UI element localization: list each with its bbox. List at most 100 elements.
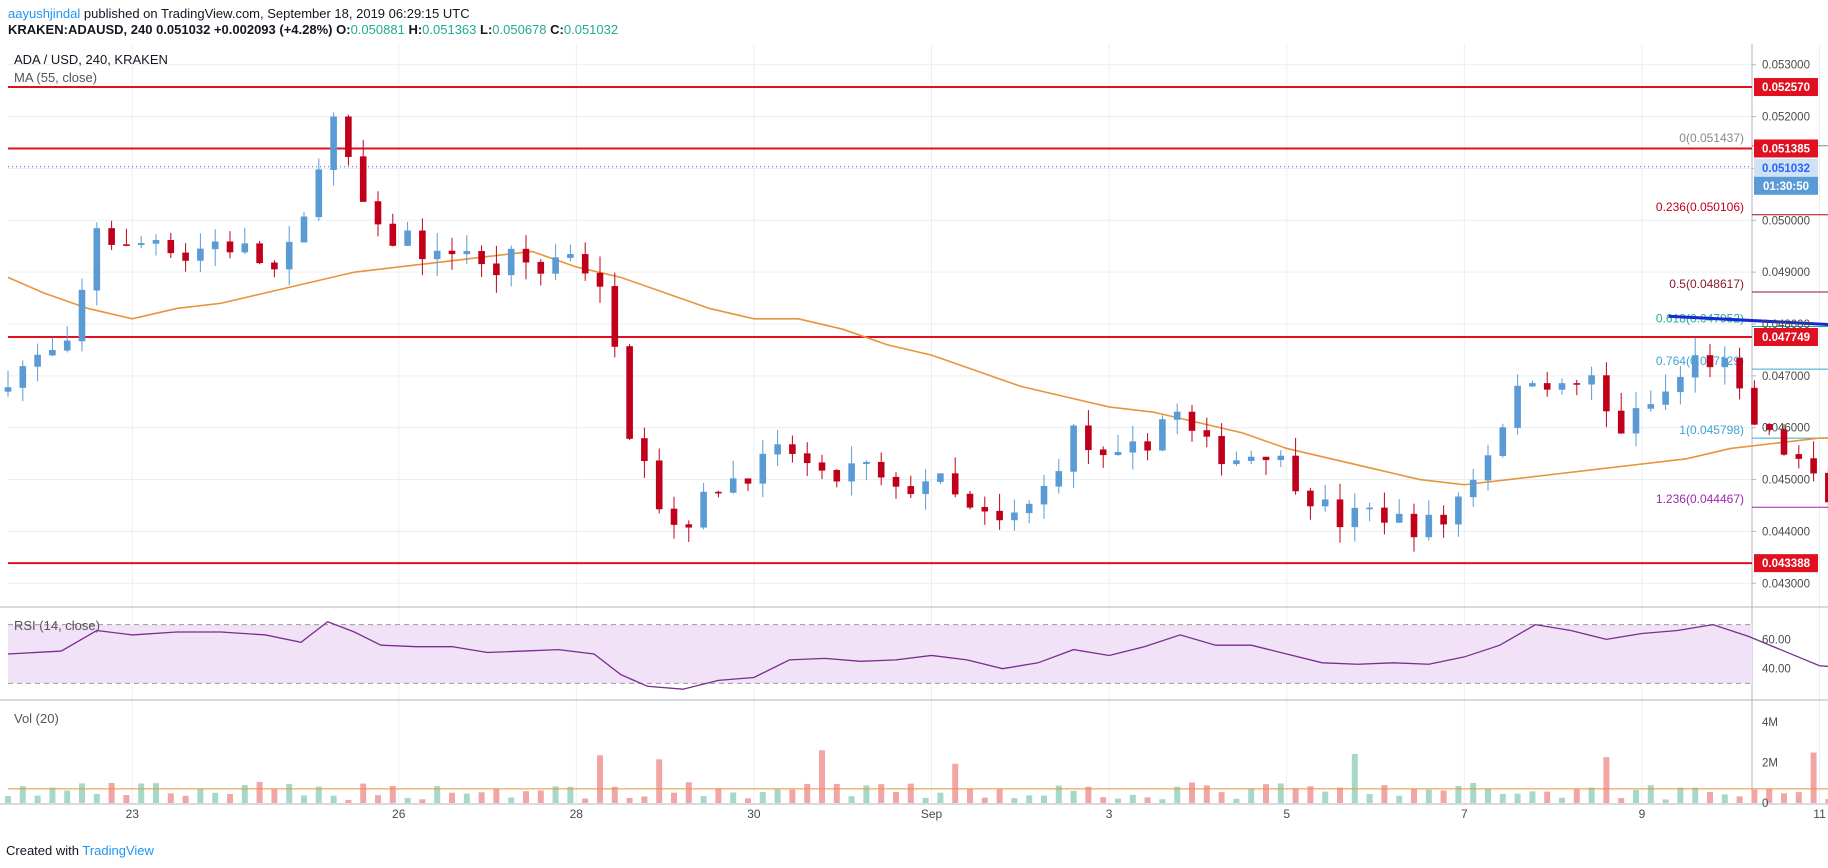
rsi-tick-label: 60.00 bbox=[1762, 634, 1791, 646]
volume-bar bbox=[1499, 793, 1506, 803]
volume-bar bbox=[1425, 789, 1432, 803]
fibonacci-retracement[interactable]: 0(0.051437) 0.236(0.050106) 0.5(0.048617) 0… bbox=[1656, 131, 1828, 508]
candle-body bbox=[774, 444, 781, 455]
volume-bar bbox=[404, 797, 411, 803]
volume-bar bbox=[863, 785, 870, 803]
resistance-levels[interactable] bbox=[8, 86, 1752, 565]
candle-body bbox=[892, 476, 900, 487]
ohlc-line: KRAKEN:ADAUSD, 240 0.051032 +0.002093 (+… bbox=[8, 22, 618, 37]
candle-body bbox=[419, 230, 426, 260]
volume-bar bbox=[79, 783, 85, 803]
candle-body bbox=[463, 251, 471, 255]
candle-body bbox=[137, 243, 145, 246]
y-tick-label: 0.053000 bbox=[1762, 60, 1810, 72]
volume-bar bbox=[937, 792, 944, 803]
candle-body bbox=[1706, 355, 1714, 368]
price-tags: 0.052570 0.051385 0.047749 0.043388 0.051032… bbox=[1754, 78, 1818, 573]
candle-body bbox=[1514, 385, 1521, 428]
time-axis[interactable]: 23262830Sep3579111316182023252729 bbox=[126, 807, 1828, 821]
volume-bar bbox=[1366, 794, 1373, 803]
candle-body bbox=[1780, 429, 1788, 455]
footer: Created with TradingView bbox=[6, 843, 154, 858]
y-tick-label: 0.043000 bbox=[1762, 578, 1810, 590]
candle-body bbox=[1469, 479, 1477, 498]
volume-bar bbox=[1159, 799, 1166, 803]
x-tick-label: 5 bbox=[1283, 807, 1290, 821]
volume-bar bbox=[1292, 788, 1299, 803]
candle-body bbox=[1321, 499, 1329, 507]
volume-bar bbox=[1692, 787, 1699, 803]
resistance-tag bbox=[1754, 554, 1818, 573]
candle-body bbox=[478, 251, 485, 265]
volume-bar bbox=[1707, 791, 1713, 803]
candle-body bbox=[1603, 375, 1610, 412]
volume-bar bbox=[153, 783, 159, 803]
candle-body bbox=[996, 510, 1003, 521]
candle-body bbox=[1114, 451, 1122, 456]
volume-bar bbox=[1736, 796, 1743, 803]
trendlines[interactable] bbox=[1668, 314, 1828, 518]
author-link[interactable]: aayushjindal bbox=[8, 6, 81, 21]
fib-level-label: 1.236(0.044467) bbox=[1656, 492, 1744, 506]
high-value: 0.051363 bbox=[422, 22, 477, 37]
volume-bar bbox=[1248, 788, 1255, 803]
candle-body bbox=[300, 216, 308, 243]
volume-bar bbox=[1144, 797, 1151, 803]
volume-bar bbox=[375, 795, 381, 803]
volume-bar bbox=[212, 792, 219, 803]
candle-body bbox=[715, 491, 722, 494]
volume-bar bbox=[1573, 789, 1580, 803]
y-tick-label: 0.050000 bbox=[1762, 215, 1810, 227]
volume-bar bbox=[463, 793, 470, 803]
close-label: C: bbox=[550, 22, 564, 37]
candle-body bbox=[1588, 375, 1595, 385]
candle-body bbox=[1173, 411, 1181, 420]
volume-bar bbox=[1307, 786, 1314, 803]
volume-bar bbox=[1588, 787, 1595, 803]
candle-body bbox=[78, 289, 86, 342]
volume-bar bbox=[1529, 791, 1536, 803]
candle-body bbox=[197, 248, 204, 261]
candle-body bbox=[493, 263, 500, 276]
chart-canvas[interactable]: 0(0.051437) 0.236(0.050106) 0.5(0.048617) 0… bbox=[0, 40, 1828, 835]
x-tick-label: 23 bbox=[126, 807, 140, 821]
candle-body bbox=[907, 486, 915, 495]
volume-bar bbox=[611, 786, 618, 803]
volume-bar bbox=[301, 795, 307, 803]
volume-bar bbox=[1411, 788, 1417, 803]
candle-body bbox=[611, 286, 619, 347]
tradingview-logo-link[interactable]: TradingView bbox=[82, 843, 154, 858]
candle-body bbox=[729, 478, 737, 493]
resistance-tag-label: 0.043388 bbox=[1762, 558, 1811, 570]
candle-body bbox=[63, 340, 71, 351]
candle-body bbox=[744, 478, 752, 484]
volume-bar bbox=[996, 789, 1003, 803]
candle-body bbox=[1040, 485, 1048, 505]
volume-bar bbox=[1174, 786, 1181, 803]
volume-bar bbox=[1100, 797, 1107, 803]
volume-bar bbox=[1277, 783, 1284, 803]
symbol-label: KRAKEN:ADAUSD, 240 bbox=[8, 22, 153, 37]
volume-bar bbox=[848, 796, 855, 803]
volume-bar bbox=[123, 794, 130, 803]
volume-bar bbox=[1618, 798, 1625, 803]
candle-body bbox=[1292, 455, 1299, 492]
candle-body bbox=[848, 463, 855, 482]
y-tick-label: 0.047000 bbox=[1762, 371, 1810, 383]
candle-body bbox=[1055, 471, 1063, 487]
volume-bar bbox=[1721, 794, 1728, 803]
candle-body bbox=[818, 462, 826, 471]
rsi-line bbox=[7, 620, 1828, 690]
volume-bar bbox=[241, 785, 248, 803]
candle-body bbox=[404, 230, 411, 246]
volume-bar bbox=[1381, 785, 1388, 803]
candle-body bbox=[803, 453, 811, 464]
volume-bar bbox=[981, 797, 988, 803]
volume-bar bbox=[641, 796, 648, 803]
volume-bar bbox=[626, 798, 633, 803]
candle-body bbox=[256, 243, 263, 264]
volume-bar bbox=[286, 783, 293, 803]
high-label: H: bbox=[408, 22, 423, 37]
rsi-tick-label: 40.00 bbox=[1762, 664, 1791, 676]
volume-bar bbox=[1440, 790, 1447, 803]
